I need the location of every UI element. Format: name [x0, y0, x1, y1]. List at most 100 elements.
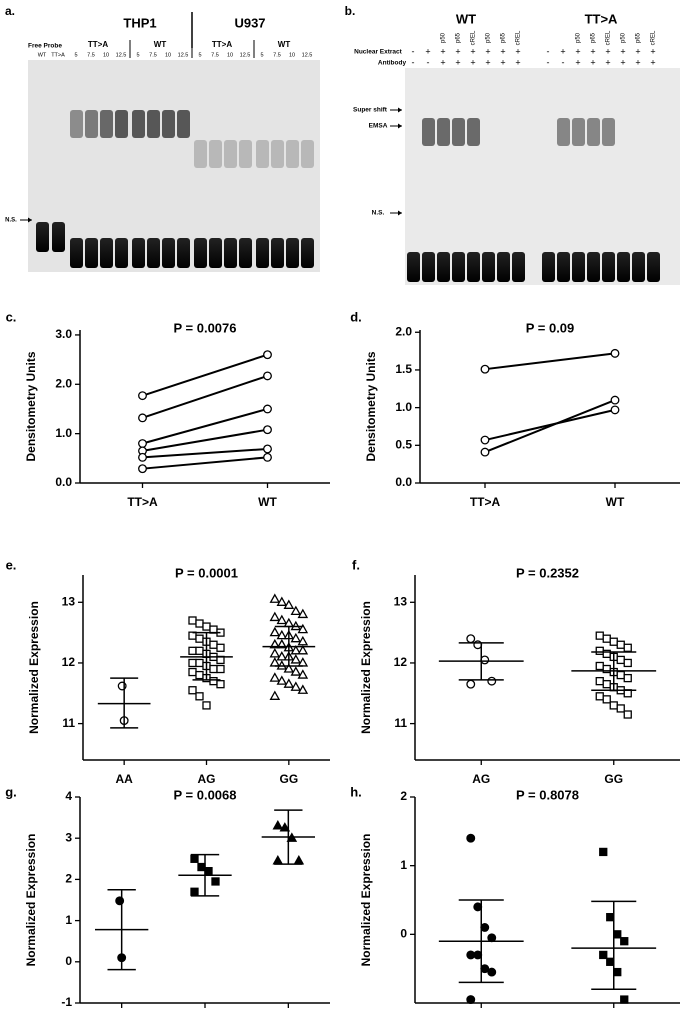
- gel-band: [256, 238, 269, 268]
- point: [276, 629, 288, 640]
- point: [616, 670, 625, 680]
- gel-band: [452, 252, 465, 282]
- point: [195, 658, 204, 668]
- point: [263, 371, 272, 381]
- panel-label: f.: [352, 557, 360, 572]
- gel-band: [557, 252, 570, 282]
- point: [202, 622, 211, 631]
- label: p50: [621, 32, 627, 43]
- label: +: [650, 57, 655, 67]
- label: 12.5: [302, 52, 313, 58]
- y-tick-label: 0: [65, 954, 72, 968]
- point: [263, 444, 272, 454]
- gel-band: [437, 252, 450, 282]
- x-tick-label: TT>A: [470, 495, 501, 509]
- y-axis-label: Normalized Expression: [24, 834, 38, 967]
- y-tick-label: 0.5: [395, 437, 412, 451]
- point: [269, 593, 281, 603]
- panel-label: d.: [350, 309, 362, 324]
- label: p65: [456, 32, 462, 43]
- y-tick-label: 2.0: [395, 324, 412, 338]
- label: +: [590, 57, 595, 67]
- gel-band: [177, 238, 190, 268]
- panel-label: c.: [6, 309, 17, 324]
- point: [283, 663, 295, 673]
- label: 5: [260, 52, 263, 58]
- arrow-head: [398, 210, 402, 216]
- label: +: [500, 46, 505, 56]
- label: +: [620, 46, 625, 56]
- point: [613, 967, 622, 977]
- label: +: [575, 57, 580, 67]
- gel-band: [115, 238, 128, 268]
- point: [216, 680, 225, 689]
- label: 5: [198, 52, 201, 58]
- gel-band: [407, 252, 420, 282]
- point: [138, 464, 147, 474]
- gel-band: [85, 110, 98, 138]
- gel-band: [132, 110, 145, 138]
- point: [263, 404, 272, 414]
- gel-band: [587, 252, 600, 282]
- label: cREL: [516, 30, 522, 45]
- label: p50: [486, 32, 492, 43]
- point: [269, 672, 281, 682]
- point: [195, 692, 204, 701]
- panel-label: e.: [6, 557, 17, 572]
- point: [480, 364, 490, 374]
- gel-band: [572, 118, 585, 146]
- point: [297, 684, 309, 694]
- y-axis-label: Normalized Expression: [359, 601, 373, 734]
- gel-band: [422, 252, 435, 282]
- point: [211, 877, 220, 886]
- point: [269, 626, 281, 637]
- point: [290, 654, 302, 664]
- label: 10: [103, 52, 109, 58]
- point: [195, 670, 204, 680]
- y-tick-label: 2: [400, 789, 407, 803]
- label: 10: [227, 52, 233, 58]
- label: Free Probe: [28, 43, 62, 50]
- label: 7.5: [87, 52, 95, 58]
- label: 10: [289, 52, 295, 58]
- point: [602, 634, 611, 643]
- point: [188, 616, 197, 625]
- label: 7.5: [149, 52, 157, 58]
- point: [290, 632, 302, 643]
- y-tick-label: 2.0: [55, 376, 72, 390]
- chart-title: P = 0.09: [526, 320, 575, 335]
- label: p65: [501, 32, 507, 43]
- label: -: [412, 46, 415, 56]
- y-tick-label: 1.5: [395, 362, 412, 376]
- label: +: [605, 57, 610, 67]
- chart-title: P = 0.2352: [516, 565, 579, 580]
- point: [202, 701, 211, 710]
- label: 7.5: [273, 52, 281, 58]
- pair-line: [142, 428, 268, 452]
- x-tick-label: TT>A: [127, 495, 158, 509]
- label: -: [562, 57, 565, 67]
- label: +: [635, 57, 640, 67]
- x-tick-label: WT: [606, 495, 625, 509]
- point: [610, 405, 620, 415]
- point: [480, 447, 490, 457]
- point: [190, 887, 199, 896]
- gel-band: [239, 140, 252, 168]
- label: +: [560, 46, 565, 56]
- y-tick-label: 12: [394, 655, 408, 669]
- point: [595, 692, 604, 701]
- point: [487, 676, 497, 686]
- point: [195, 646, 204, 655]
- label: N.S.: [5, 218, 17, 224]
- point: [599, 950, 608, 960]
- point: [606, 913, 615, 922]
- label: 12.5: [178, 52, 189, 58]
- point: [480, 435, 490, 445]
- label: -: [412, 57, 415, 67]
- gel-band: [70, 238, 83, 268]
- label: +: [455, 46, 460, 56]
- point: [623, 710, 632, 719]
- label: +: [590, 46, 595, 56]
- point: [466, 679, 476, 689]
- gel-band: [286, 238, 299, 268]
